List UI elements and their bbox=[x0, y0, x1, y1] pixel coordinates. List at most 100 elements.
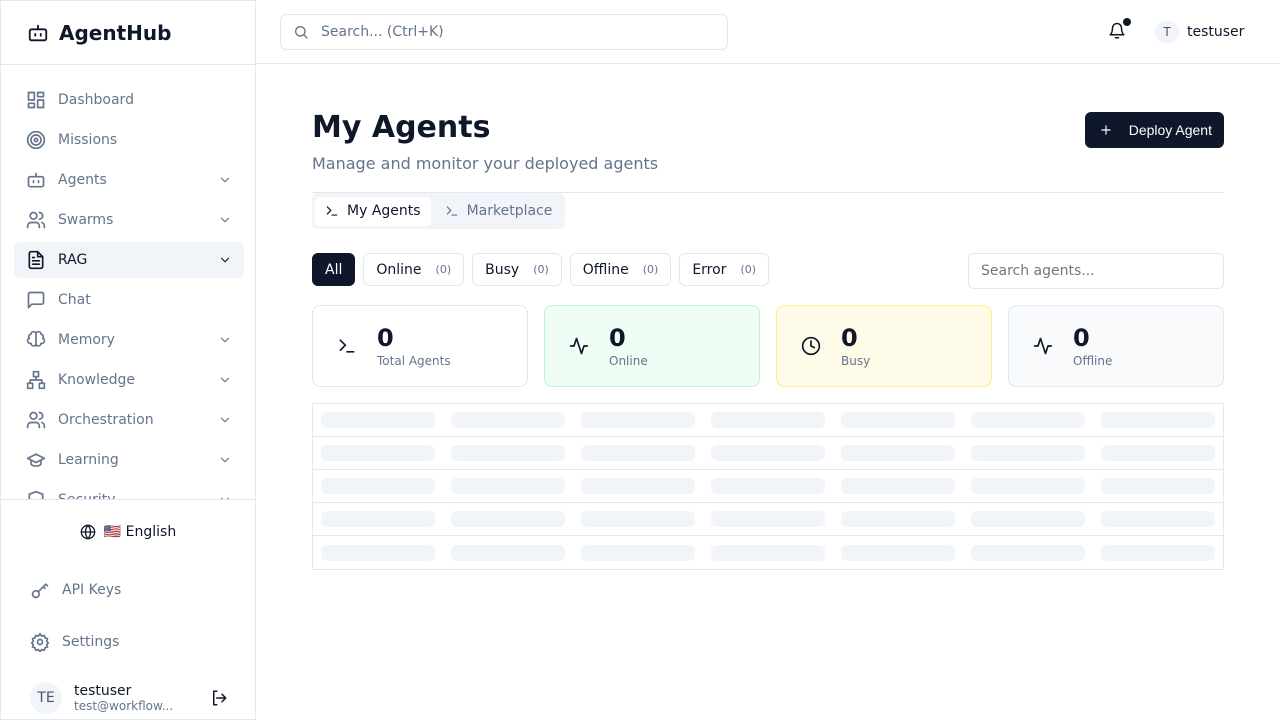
chevron-down-icon[interactable] bbox=[218, 253, 232, 267]
table-row bbox=[313, 404, 1223, 437]
chevron-down-icon[interactable] bbox=[218, 213, 232, 227]
avatar: T bbox=[1155, 20, 1179, 44]
filter-online[interactable]: Online (0) bbox=[363, 253, 465, 286]
sidebar-item-memory[interactable]: Memory bbox=[14, 322, 244, 358]
bell-icon[interactable] bbox=[1108, 22, 1126, 40]
sidebar-item-rag[interactable]: RAG bbox=[14, 242, 244, 278]
filter-offline[interactable]: Offline (0) bbox=[569, 253, 672, 286]
filter-count: (0) bbox=[740, 263, 757, 276]
shield-icon bbox=[28, 490, 44, 499]
stat-card-busy: 0 Busy bbox=[776, 305, 992, 387]
language-selector[interactable]: 🇺🇸 English bbox=[1, 500, 255, 564]
users-icon bbox=[26, 211, 46, 229]
api-keys-label: API Keys bbox=[62, 582, 122, 598]
chat-icon bbox=[27, 291, 45, 309]
skeleton-cell bbox=[321, 544, 435, 561]
skeleton-cell bbox=[1101, 412, 1215, 428]
settings-label: Settings bbox=[62, 634, 120, 650]
skeleton-cell bbox=[581, 544, 695, 561]
global-search[interactable]: Search... (Ctrl+K) bbox=[280, 14, 728, 50]
skeleton-cell bbox=[451, 544, 565, 561]
user-profile: TE testuser test@workflow... bbox=[1, 668, 255, 728]
header-user-menu[interactable]: T testuser bbox=[1155, 20, 1244, 44]
skeleton-cell bbox=[581, 412, 695, 428]
target-icon bbox=[26, 130, 46, 150]
filter-count: (0) bbox=[642, 263, 659, 276]
language-label: 🇺🇸 English bbox=[103, 524, 177, 540]
skeleton-cell bbox=[711, 544, 825, 561]
stat-card-total-agents: 0 Total Agents bbox=[312, 305, 528, 387]
skeleton-cell bbox=[841, 412, 955, 428]
sidebar-item-swarms[interactable]: Swarms bbox=[14, 202, 244, 238]
deploy-agent-button[interactable]: Deploy Agent bbox=[1084, 112, 1224, 148]
chevron-down-icon[interactable] bbox=[218, 173, 232, 187]
users-icon bbox=[26, 411, 46, 429]
skeleton-cell bbox=[711, 445, 825, 461]
avatar: TE bbox=[30, 682, 62, 714]
table-row bbox=[313, 470, 1223, 503]
terminal-icon bbox=[326, 206, 338, 216]
skeleton-cell bbox=[841, 511, 955, 527]
sidebar-item-knowledge[interactable]: Knowledge bbox=[14, 362, 244, 398]
sidebar-item-missions[interactable]: Missions bbox=[14, 122, 244, 158]
skeleton-cell bbox=[451, 445, 565, 461]
table-row bbox=[313, 536, 1223, 569]
filter-label: All bbox=[325, 261, 343, 278]
network-icon bbox=[26, 370, 46, 390]
skeleton-cell bbox=[971, 412, 1085, 428]
sidebar-item-chat[interactable]: Chat bbox=[14, 282, 244, 318]
sidebar-item-label: Chat bbox=[58, 292, 91, 308]
stat-card-offline: 0 Offline bbox=[1008, 305, 1224, 387]
page-title: My Agents bbox=[312, 110, 491, 145]
divider bbox=[312, 192, 1224, 193]
terminal-icon bbox=[446, 206, 457, 216]
bot-icon bbox=[28, 24, 48, 41]
sidebar-item-label: Knowledge bbox=[58, 372, 135, 388]
filter-error[interactable]: Error (0) bbox=[679, 253, 770, 286]
filter-busy[interactable]: Busy (0) bbox=[472, 253, 562, 286]
gear-icon bbox=[30, 632, 50, 652]
table-row bbox=[313, 503, 1223, 536]
sidebar-item-security[interactable]: Security bbox=[14, 482, 244, 499]
stat-label: Offline bbox=[1073, 354, 1113, 368]
logo[interactable]: AgentHub bbox=[1, 1, 255, 65]
sidebar-item-settings[interactable]: Settings bbox=[1, 616, 255, 668]
skeleton-cell bbox=[971, 544, 1085, 561]
filter-count: (0) bbox=[533, 263, 549, 276]
sidebar-item-orchestration[interactable]: Orchestration bbox=[14, 402, 244, 438]
sidebar-item-label: Memory bbox=[58, 332, 115, 348]
plus-icon bbox=[1101, 125, 1111, 135]
chevron-down-icon[interactable] bbox=[218, 373, 232, 387]
tab-my-agents[interactable]: My Agents bbox=[315, 196, 431, 226]
chevron-down-icon[interactable] bbox=[218, 413, 232, 427]
skeleton-cell bbox=[711, 478, 825, 494]
sidebar-item-api-keys[interactable]: API Keys bbox=[1, 564, 255, 616]
sidebar-item-label: Missions bbox=[58, 132, 118, 148]
status-filters: All Online (0) Busy (0) Offline (0) Erro… bbox=[312, 253, 770, 286]
agents-table-loading bbox=[312, 403, 1224, 570]
skeleton-cell bbox=[581, 511, 695, 527]
chevron-down-icon[interactable] bbox=[218, 453, 232, 467]
user-email: test@workflow... bbox=[74, 699, 174, 713]
sidebar-item-learning[interactable]: Learning bbox=[14, 442, 244, 478]
skeleton-cell bbox=[451, 511, 565, 527]
brain-icon bbox=[26, 330, 46, 347]
skeleton-cell bbox=[1101, 478, 1215, 494]
table-row bbox=[313, 437, 1223, 470]
skeleton-cell bbox=[841, 478, 955, 494]
logout-icon[interactable] bbox=[210, 689, 228, 707]
sidebar-item-label: Swarms bbox=[58, 212, 114, 228]
clock-icon bbox=[801, 336, 821, 356]
skeleton-cell bbox=[971, 445, 1085, 461]
file-text-icon bbox=[28, 250, 44, 270]
chevron-down-icon[interactable] bbox=[218, 333, 232, 347]
search-agents-input[interactable] bbox=[968, 253, 1224, 289]
filter-all[interactable]: All bbox=[312, 253, 356, 286]
header-username: testuser bbox=[1187, 24, 1245, 40]
tab-marketplace[interactable]: Marketplace bbox=[435, 197, 563, 226]
sidebar-item-dashboard[interactable]: Dashboard bbox=[14, 82, 244, 118]
stat-label: Online bbox=[609, 354, 648, 368]
skeleton-cell bbox=[321, 478, 435, 494]
sidebar-item-agents[interactable]: Agents bbox=[14, 162, 244, 198]
globe-icon bbox=[80, 524, 96, 540]
